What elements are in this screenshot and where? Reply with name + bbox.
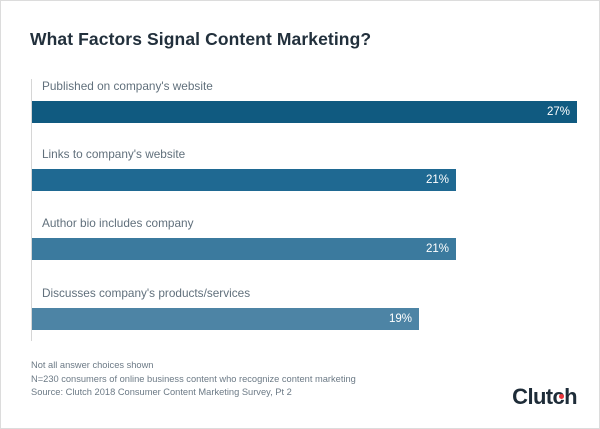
clutch-logo-text: Clutch <box>512 384 577 409</box>
footnote-line: Not all answer choices shown <box>31 360 154 370</box>
bar-value-label: 21% <box>425 174 449 186</box>
clutch-logo-dot-icon <box>558 393 564 399</box>
bar-row[interactable]: 19% <box>32 308 419 330</box>
bar-value-label: 19% <box>388 313 412 325</box>
bar-category-label: Published on company's website <box>42 79 213 93</box>
bar-category-label: Discusses company's products/services <box>42 286 251 300</box>
footnote-line: Source: Clutch 2018 Consumer Content Mar… <box>31 387 292 398</box>
clutch-logo: Clutch <box>512 384 577 410</box>
bar-category-label: Links to company's website <box>42 147 186 161</box>
bar-row[interactable]: 21% <box>32 238 456 260</box>
value-axis-line <box>31 79 32 341</box>
footnotes: Not all answer choices shown N=230 consu… <box>31 359 356 400</box>
bar-value-label: 27% <box>546 106 570 118</box>
bar-row[interactable]: 21% <box>32 169 456 191</box>
page-title: What Factors Signal Content Marketing? <box>30 29 372 49</box>
footnote-line: N=230 consumers of online business conte… <box>31 373 356 384</box>
bar-row[interactable]: 27% <box>32 101 577 123</box>
bar-value-label: 21% <box>425 243 449 255</box>
bar-category-label: Author bio includes company <box>42 216 194 230</box>
bar-chart-plot-area: Published on company's website 27% Links… <box>31 79 579 341</box>
